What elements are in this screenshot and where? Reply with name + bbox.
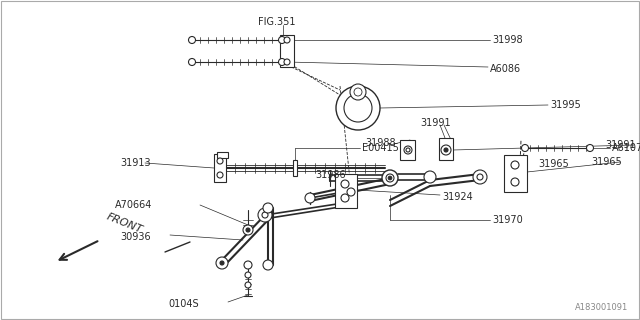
Circle shape bbox=[424, 171, 436, 183]
Circle shape bbox=[278, 59, 285, 66]
Circle shape bbox=[441, 145, 451, 155]
Circle shape bbox=[511, 161, 519, 169]
Circle shape bbox=[189, 59, 195, 66]
Circle shape bbox=[511, 178, 519, 186]
Circle shape bbox=[217, 158, 223, 164]
Circle shape bbox=[350, 84, 366, 100]
Circle shape bbox=[404, 146, 412, 154]
Circle shape bbox=[354, 88, 362, 96]
Circle shape bbox=[243, 225, 253, 235]
Circle shape bbox=[245, 282, 251, 288]
Circle shape bbox=[189, 36, 195, 44]
Polygon shape bbox=[293, 160, 297, 176]
Circle shape bbox=[258, 208, 272, 222]
Circle shape bbox=[263, 260, 273, 270]
Circle shape bbox=[262, 212, 268, 218]
Text: 30936: 30936 bbox=[120, 232, 150, 242]
Polygon shape bbox=[214, 154, 226, 182]
Circle shape bbox=[217, 172, 223, 178]
Text: FRONT: FRONT bbox=[105, 212, 144, 235]
Circle shape bbox=[284, 37, 290, 43]
Circle shape bbox=[244, 261, 252, 269]
Circle shape bbox=[263, 203, 273, 213]
Circle shape bbox=[220, 261, 224, 265]
Circle shape bbox=[216, 257, 228, 269]
Circle shape bbox=[245, 272, 251, 278]
Circle shape bbox=[246, 228, 250, 232]
Text: 31970: 31970 bbox=[492, 215, 523, 225]
Circle shape bbox=[406, 148, 410, 152]
Polygon shape bbox=[400, 140, 415, 160]
Polygon shape bbox=[439, 138, 453, 160]
Polygon shape bbox=[217, 152, 228, 158]
Circle shape bbox=[347, 188, 355, 196]
Text: 31965: 31965 bbox=[538, 159, 569, 169]
Polygon shape bbox=[504, 155, 527, 192]
Circle shape bbox=[278, 36, 285, 44]
Circle shape bbox=[382, 170, 398, 186]
Circle shape bbox=[341, 180, 349, 188]
Text: 31986: 31986 bbox=[315, 170, 346, 180]
Text: 31995: 31995 bbox=[550, 100, 580, 110]
Text: E00415: E00415 bbox=[362, 143, 399, 153]
Polygon shape bbox=[335, 174, 357, 208]
Text: 0104S: 0104S bbox=[168, 299, 198, 309]
Circle shape bbox=[336, 86, 380, 130]
Text: 31998: 31998 bbox=[492, 35, 523, 45]
Text: A61079: A61079 bbox=[612, 143, 640, 153]
Text: 31991: 31991 bbox=[420, 118, 451, 128]
Text: 31988: 31988 bbox=[365, 138, 396, 148]
Circle shape bbox=[386, 174, 394, 182]
Circle shape bbox=[305, 193, 315, 203]
Polygon shape bbox=[280, 35, 294, 67]
Circle shape bbox=[522, 145, 529, 151]
Text: A183001091: A183001091 bbox=[575, 303, 628, 312]
Text: 31924: 31924 bbox=[442, 192, 473, 202]
Circle shape bbox=[388, 176, 392, 180]
Circle shape bbox=[341, 194, 349, 202]
Circle shape bbox=[473, 170, 487, 184]
Circle shape bbox=[586, 145, 593, 151]
Text: A6086: A6086 bbox=[490, 64, 521, 74]
Circle shape bbox=[344, 94, 372, 122]
Text: FIG.351: FIG.351 bbox=[258, 17, 296, 27]
Circle shape bbox=[444, 148, 448, 152]
Circle shape bbox=[284, 59, 290, 65]
Text: 31913: 31913 bbox=[120, 158, 150, 168]
Text: 31965: 31965 bbox=[591, 157, 622, 167]
Circle shape bbox=[477, 174, 483, 180]
Text: A70664: A70664 bbox=[115, 200, 152, 210]
Text: 31991: 31991 bbox=[605, 140, 636, 150]
